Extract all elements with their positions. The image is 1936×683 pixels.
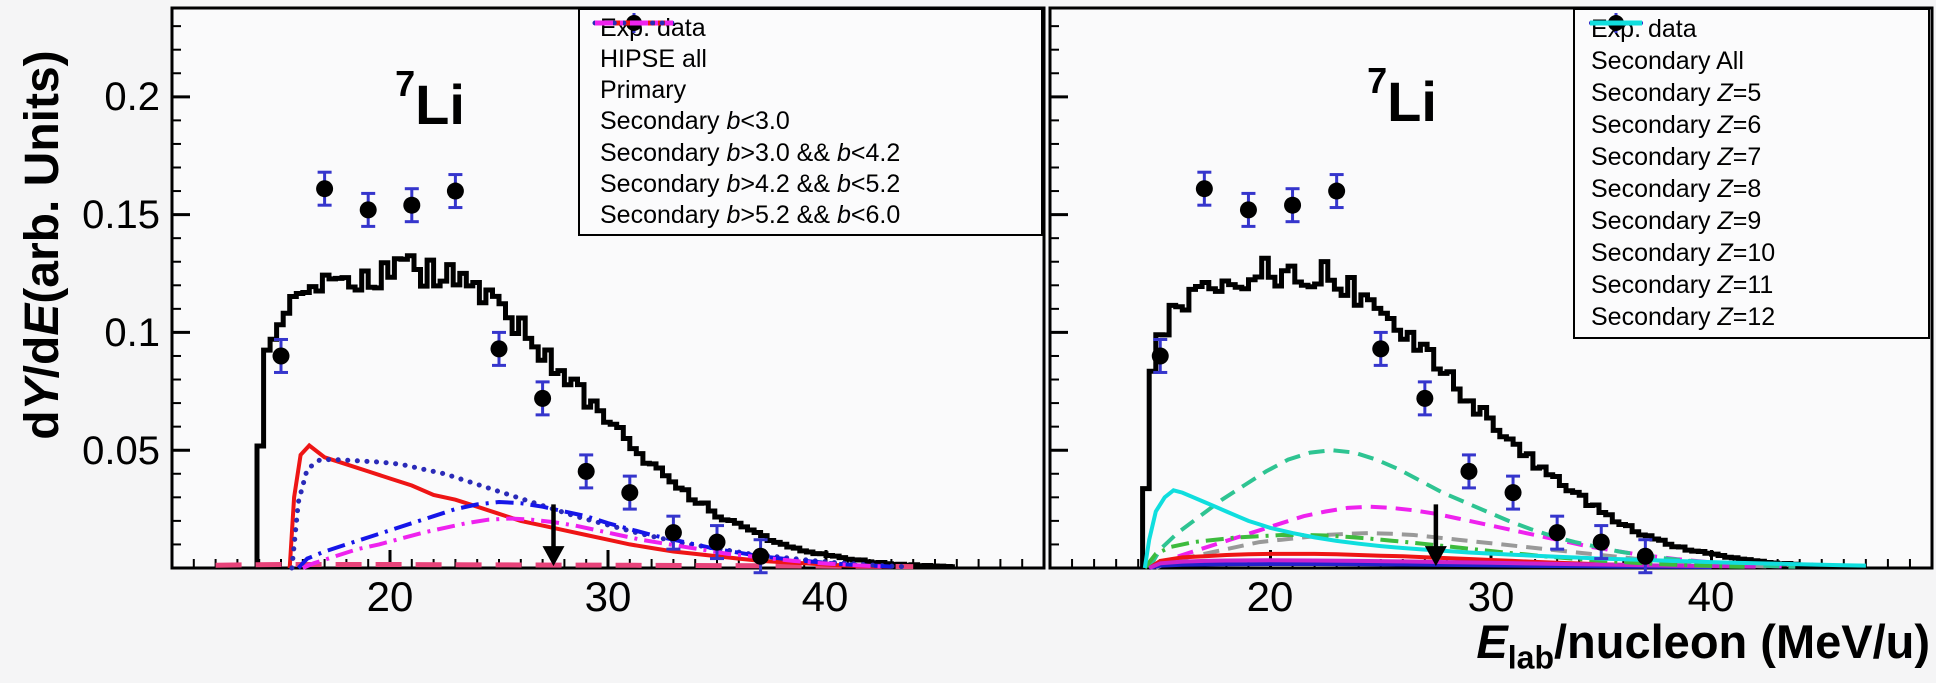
exp-point bbox=[446, 173, 464, 210]
legend-item: Secondary Z=5 bbox=[1575, 20, 1928, 108]
legend-item: Primary bbox=[580, 20, 1041, 106]
exp-point bbox=[752, 538, 770, 575]
x-tick-label: 20 bbox=[1246, 573, 1294, 620]
legend-item-label: Secondary b>4.2 && b<5.2 bbox=[600, 169, 901, 198]
exp-point bbox=[490, 330, 508, 367]
exp-point bbox=[1636, 538, 1654, 575]
exp-point bbox=[1592, 524, 1610, 561]
y-tick-label: 0.2 bbox=[104, 75, 160, 119]
exp-point bbox=[1151, 337, 1169, 374]
legend-item: Secondary Z=12 bbox=[1575, 20, 1928, 333]
series-secondary-z-5 bbox=[1154, 504, 1789, 570]
series-secondary-b-3-0-b-4-2 bbox=[289, 457, 905, 571]
legend-item: Secondary Z=10 bbox=[1575, 20, 1928, 269]
legend-item-label: Exp. data bbox=[1591, 14, 1697, 43]
legend-item: HIPSE all bbox=[580, 20, 1041, 75]
series-secondary-all bbox=[1140, 255, 1858, 570]
exp-point bbox=[1239, 191, 1257, 228]
legend-item-label: Secondary b<3.0 bbox=[600, 107, 790, 136]
exp-point bbox=[1195, 170, 1213, 207]
legend-item-label: Secondary Z=8 bbox=[1591, 175, 1762, 204]
legend-item-label: Secondary Z=5 bbox=[1591, 78, 1762, 107]
legend-item: Secondary Z=11 bbox=[1575, 20, 1928, 301]
legend-sample-line bbox=[595, 20, 673, 26]
exp-point bbox=[316, 170, 334, 207]
legend-item-label: Secondary Z=10 bbox=[1591, 239, 1776, 268]
legend-item-label: Secondary Z=7 bbox=[1591, 142, 1762, 171]
exp-point bbox=[664, 514, 682, 551]
y-tick-label: 0.15 bbox=[82, 193, 160, 237]
x-tick-label: 30 bbox=[584, 573, 632, 620]
isotope-label-left: 7Li bbox=[395, 63, 465, 136]
legend-item-label: Secondary Z=11 bbox=[1591, 271, 1774, 300]
x-axis-title: Elab/nucleon (MeV/u) bbox=[1476, 615, 1930, 676]
y-axis-title: dY/dE(arb. Units) bbox=[16, 50, 69, 440]
series-secondary-z-10 bbox=[1148, 558, 1756, 570]
x-tick-label: 40 bbox=[1687, 573, 1735, 620]
legend-item: Secondary Z=6 bbox=[1575, 20, 1928, 140]
legend-item-label: Primary bbox=[600, 76, 687, 105]
legend-item-label: Secondary All bbox=[1591, 46, 1744, 75]
legend-item-label: Exp. data bbox=[600, 14, 706, 43]
legend-item-label: HIPSE all bbox=[600, 45, 707, 74]
series-hipse-all bbox=[254, 253, 955, 570]
legend-sample-line bbox=[1590, 20, 1642, 26]
x-tick-label: 40 bbox=[801, 573, 849, 620]
arrow-head bbox=[542, 546, 565, 567]
legend-item: Secondary b>3.0 && b<4.2 bbox=[580, 20, 1041, 168]
exp-point bbox=[534, 380, 552, 417]
exp-point bbox=[403, 187, 421, 224]
legend-item-label: Secondary b>3.0 && b<4.2 bbox=[600, 138, 901, 167]
series-secondary-b-5-2-b-6-0 bbox=[302, 516, 881, 570]
legend-item: Secondary Z=9 bbox=[1575, 20, 1928, 237]
legend-item: Secondary All bbox=[1575, 20, 1928, 76]
y-tick-label: 0.05 bbox=[82, 429, 160, 473]
exp-point bbox=[1328, 173, 1346, 210]
legend-right: Exp. data Secondary All Secondary Z=5 Secon… bbox=[1573, 8, 1930, 339]
y-tick-label: 0.1 bbox=[104, 311, 160, 355]
isotope-label-right: 7Li bbox=[1367, 60, 1437, 133]
legend-item-label: Secondary Z=6 bbox=[1591, 110, 1762, 139]
legend-item-label: Secondary b>5.2 && b<6.0 bbox=[600, 200, 901, 229]
series-secondary-z-12 bbox=[1142, 488, 1866, 569]
exp-point bbox=[1416, 380, 1434, 417]
x-tick-label: 20 bbox=[366, 573, 414, 620]
legend-left: Exp. data HIPSE all Primary Secondary b<3.0… bbox=[578, 8, 1043, 236]
exp-point bbox=[359, 191, 377, 228]
exp-point bbox=[1548, 514, 1566, 551]
exp-point bbox=[1372, 330, 1390, 367]
x-tick-label: 30 bbox=[1467, 573, 1515, 620]
legend-item: Secondary b>4.2 && b<5.2 bbox=[580, 20, 1041, 199]
arrow-head bbox=[1424, 546, 1447, 567]
series-secondary-z-7 bbox=[1147, 448, 1796, 570]
exp-point bbox=[577, 453, 595, 490]
legend-item-label: Secondary Z=12 bbox=[1591, 303, 1776, 332]
legend-item: Secondary Z=7 bbox=[1575, 20, 1928, 172]
exp-point bbox=[708, 524, 726, 561]
exp-point bbox=[272, 337, 290, 374]
exp-point bbox=[621, 474, 639, 511]
legend-item: Secondary b>5.2 && b<6.0 bbox=[580, 20, 1041, 230]
legend-item: Secondary b<3.0 bbox=[580, 20, 1041, 137]
exp-point bbox=[1460, 453, 1478, 490]
exp-point bbox=[1284, 187, 1302, 224]
series-secondary-b-3-0 bbox=[287, 442, 892, 569]
legend-item: Secondary Z=8 bbox=[1575, 20, 1928, 205]
legend-item-label: Secondary Z=9 bbox=[1591, 207, 1762, 236]
exp-point bbox=[1504, 474, 1522, 511]
